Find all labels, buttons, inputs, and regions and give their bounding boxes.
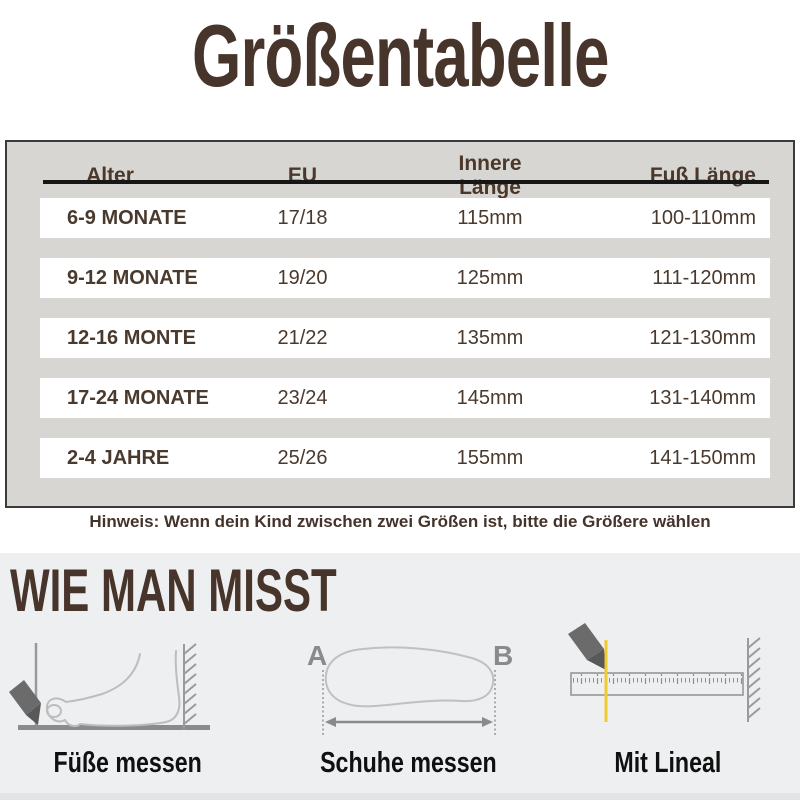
size-table-row: 12-16 MONTE 21/22 135mm 121-130mm [40, 318, 770, 358]
foot-outline [45, 650, 181, 728]
size-table-row: 9-12 MONATE 19/20 125mm 111-120mm [40, 258, 770, 298]
column-header-eu: EU [287, 164, 318, 187]
column-header-alter: Alter [86, 164, 134, 187]
cell-fuss-laenge: 111-120mm [652, 266, 756, 289]
point-b-label: B [493, 640, 513, 671]
wall-hatch-icon [747, 637, 761, 722]
cell-innere-laenge: 135mm [456, 326, 524, 349]
size-table-row: 17-24 MONATE 23/24 145mm 131-140mm [40, 378, 770, 418]
cell-fuss-laenge: 100-110mm [650, 206, 756, 229]
size-table-body: 6-9 MONATE 17/18 115mm 100-110mm 9-12 MO… [40, 198, 770, 498]
how-to-measure-section: WIE MAN MISST [0, 553, 800, 800]
cell-alter: 12-16 MONTE [67, 326, 196, 349]
cell-innere-laenge: 115mm [457, 206, 523, 229]
cell-eu: 21/22 [277, 326, 328, 349]
point-a-label: A [307, 640, 327, 671]
cell-eu: 25/26 [277, 446, 328, 469]
cell-fuss-laenge: 131-140mm [649, 386, 756, 409]
header-underline [43, 180, 769, 184]
caption-mit-lineal-text: Mit Lineal [614, 746, 722, 779]
cell-alter: 6-9 MONATE [67, 206, 187, 229]
ruler-measure-illustration [548, 618, 798, 738]
pencil-icon [9, 680, 41, 725]
page-title: Größentabelle [0, 0, 800, 112]
ruler-icon [570, 672, 744, 696]
cell-alter: 9-12 MONATE [67, 266, 198, 289]
cell-alter: 17-24 MONATE [67, 386, 209, 409]
cell-eu: 17/18 [277, 206, 328, 229]
bottom-stripe [0, 793, 800, 800]
size-table-row: 2-4 JAHRE 25/26 155mm 141-150mm [40, 438, 770, 478]
caption-schuhe-messen: Schuhe messen [308, 746, 508, 780]
section-title: WIE MAN MISST [10, 557, 477, 624]
cell-innere-laenge: 155mm [456, 446, 524, 469]
size-table-header: Alter EU Innere Länge Fuß Länge [40, 152, 770, 199]
size-note: Hinweis: Wenn dein Kind zwischen zwei Gr… [89, 512, 711, 531]
column-header-fuss-laenge: Fuß Länge [649, 164, 756, 187]
length-arrow-icon [325, 717, 493, 727]
baseline [18, 725, 210, 730]
section-title-text: WIE MAN MISST [10, 556, 337, 624]
shoe-sole-arrow-icon: A B [307, 640, 513, 735]
sole-outline [324, 646, 495, 708]
size-table-row: 6-9 MONATE 17/18 115mm 100-110mm [40, 198, 770, 238]
cell-fuss-laenge: 141-150mm [649, 446, 756, 469]
column-header-innere-laenge: Innere Länge [458, 152, 522, 199]
cell-fuss-laenge: 121-130mm [649, 326, 756, 349]
cell-innere-laenge: 145mm [456, 386, 524, 409]
ruler-pencil-wall-icon [568, 623, 761, 722]
cell-eu: 19/20 [277, 266, 328, 289]
pencil-icon [568, 623, 606, 670]
foot-pencil-wall-icon [9, 643, 210, 730]
guide-lines [322, 670, 496, 735]
foot-measure-illustration [8, 626, 223, 741]
caption-schuhe-messen-text: Schuhe messen [319, 746, 497, 779]
page-title-text: Größentabelle [191, 6, 609, 105]
wall-hatch-icon [183, 643, 197, 729]
caption-fuesse-messen-text: Füße messen [53, 746, 203, 779]
shoe-measure-illustration: A B [283, 627, 533, 742]
cell-alter: 2-4 JAHRE [67, 446, 170, 469]
cell-eu: 23/24 [277, 386, 328, 409]
caption-mit-lineal: Mit Lineal [568, 746, 768, 780]
size-table: Alter EU Innere Länge Fuß Länge 6-9 MONA… [5, 140, 795, 508]
caption-fuesse-messen: Füße messen [28, 746, 228, 780]
cell-innere-laenge: 125mm [456, 266, 524, 289]
